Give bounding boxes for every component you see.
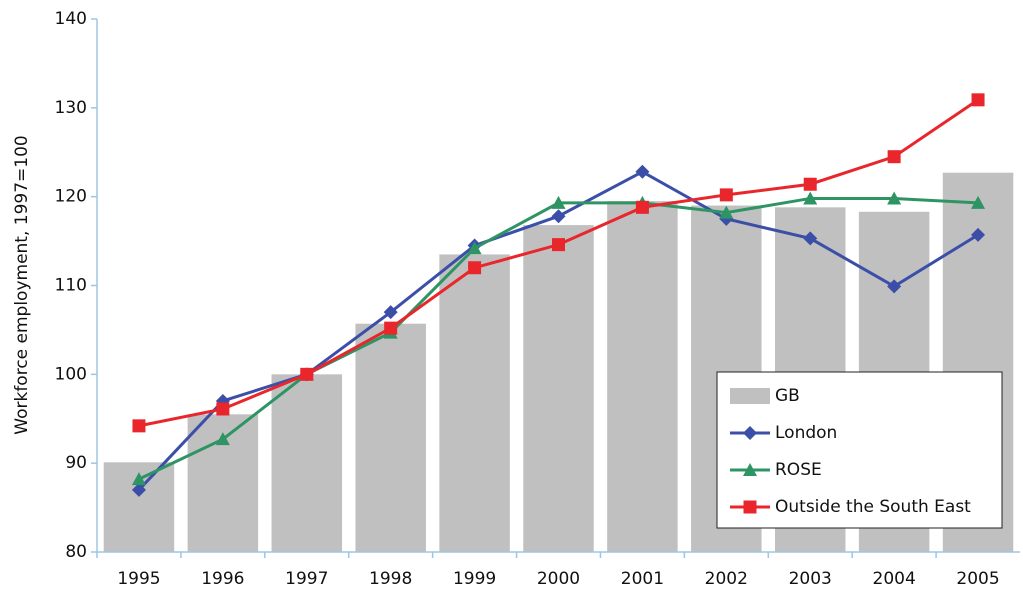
y-tick-label: 100: [55, 364, 87, 384]
x-tick-label: 1997: [285, 569, 328, 589]
marker: [803, 191, 818, 205]
x-tick-label: 1996: [201, 569, 244, 589]
legend-marker: [743, 426, 757, 440]
x-tick-label: 2004: [873, 569, 916, 589]
y-tick-label: 90: [65, 453, 87, 473]
bar: [607, 201, 678, 552]
legend-marker: [743, 463, 757, 476]
y-tick-label: 140: [55, 9, 87, 29]
marker: [131, 472, 146, 486]
marker: [971, 195, 986, 209]
marker: [383, 305, 398, 320]
marker: [551, 195, 566, 209]
marker: [971, 227, 986, 242]
marker: [468, 261, 482, 275]
bar: [523, 225, 594, 553]
marker: [635, 200, 649, 214]
marker: [131, 482, 146, 497]
x-tick-label: 1995: [117, 569, 160, 589]
y-tick-label: 110: [55, 276, 87, 296]
marker: [215, 432, 230, 446]
y-axis-label: Workforce employment, 1997=100: [12, 135, 32, 434]
marker: [719, 205, 734, 219]
marker: [300, 367, 314, 381]
marker: [719, 188, 733, 202]
marker: [551, 209, 566, 224]
marker: [887, 279, 902, 294]
legend-marker: [743, 500, 757, 514]
bar: [355, 323, 426, 552]
legend-swatch: [730, 388, 770, 404]
x-tick-label: 2002: [705, 569, 748, 589]
x-tick-label: 1998: [369, 569, 412, 589]
marker: [971, 93, 985, 107]
bar: [439, 254, 510, 553]
marker: [887, 150, 901, 164]
x-tick-label: 2000: [537, 569, 580, 589]
x-tick-label: 1999: [453, 569, 496, 589]
marker: [803, 231, 818, 246]
marker: [467, 241, 482, 255]
legend: GB London ROSE Outside the South East: [716, 371, 1003, 529]
marker: [552, 238, 565, 252]
marker: [887, 191, 902, 205]
legend-label: Outside the South East: [775, 497, 971, 517]
x-tick-label: 2003: [789, 569, 832, 589]
legend-label: GB: [775, 386, 800, 406]
y-tick-label: 120: [55, 187, 87, 207]
legend-label: London: [775, 423, 837, 443]
y-tick-label: 80: [65, 542, 87, 562]
y-tick-label: 130: [55, 98, 87, 118]
marker: [635, 164, 650, 179]
marker: [132, 419, 146, 433]
marker: [803, 177, 817, 191]
x-tick-label: 2001: [621, 569, 664, 589]
legend-label: ROSE: [775, 460, 822, 480]
bar: [271, 374, 343, 552]
x-tick-label: 2005: [956, 569, 999, 589]
marker: [384, 321, 398, 335]
marker: [216, 402, 230, 416]
